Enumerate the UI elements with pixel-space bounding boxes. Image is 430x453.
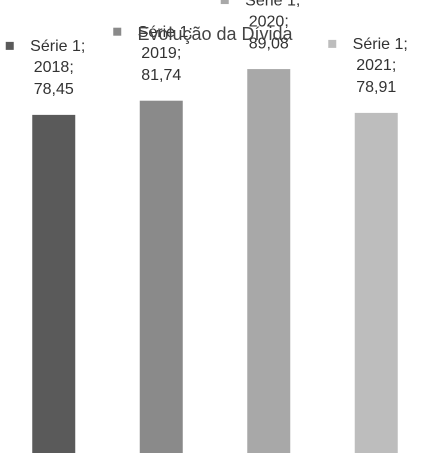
data-label-category: 2020;	[249, 13, 289, 30]
legend-marker	[5, 41, 14, 50]
data-label-series: Série 1;	[245, 0, 300, 9]
separator: ;	[392, 57, 396, 74]
separator: ;	[188, 24, 192, 41]
separator: ;	[177, 45, 181, 62]
separator: ;	[284, 13, 288, 30]
data-label-category: 2019;	[141, 45, 181, 62]
data-label-value: 78,45	[34, 81, 74, 98]
bar	[139, 100, 183, 453]
separator: ;	[403, 36, 407, 53]
separator: ;	[296, 0, 300, 9]
data-label-category: 2021;	[356, 57, 396, 74]
legend-marker	[220, 0, 229, 5]
bar	[32, 114, 76, 453]
chart-title: Evolução da Dívida	[137, 24, 293, 44]
data-label-category: 2018;	[34, 59, 74, 76]
separator: ;	[81, 38, 85, 55]
legend-marker	[328, 39, 337, 48]
data-label-series: Série 1;	[353, 36, 408, 53]
data-label: Série 1; 2019; 81,74	[113, 24, 193, 84]
data-label-series: Série 1;	[138, 24, 193, 41]
bar	[354, 112, 398, 453]
data-label-value: 81,74	[141, 67, 181, 84]
data-label: Série 1; 2020; 89,08	[220, 0, 300, 52]
separator: ;	[69, 59, 73, 76]
bar	[247, 69, 291, 453]
legend-marker	[113, 27, 122, 36]
data-label: Série 1; 2021; 78,91	[328, 36, 408, 96]
data-label-value: 89,08	[249, 35, 289, 52]
data-label-series: Série 1;	[30, 38, 85, 55]
data-label-value: 78,91	[356, 79, 396, 96]
data-label: Série 1; 2018; 78,45	[5, 38, 85, 98]
